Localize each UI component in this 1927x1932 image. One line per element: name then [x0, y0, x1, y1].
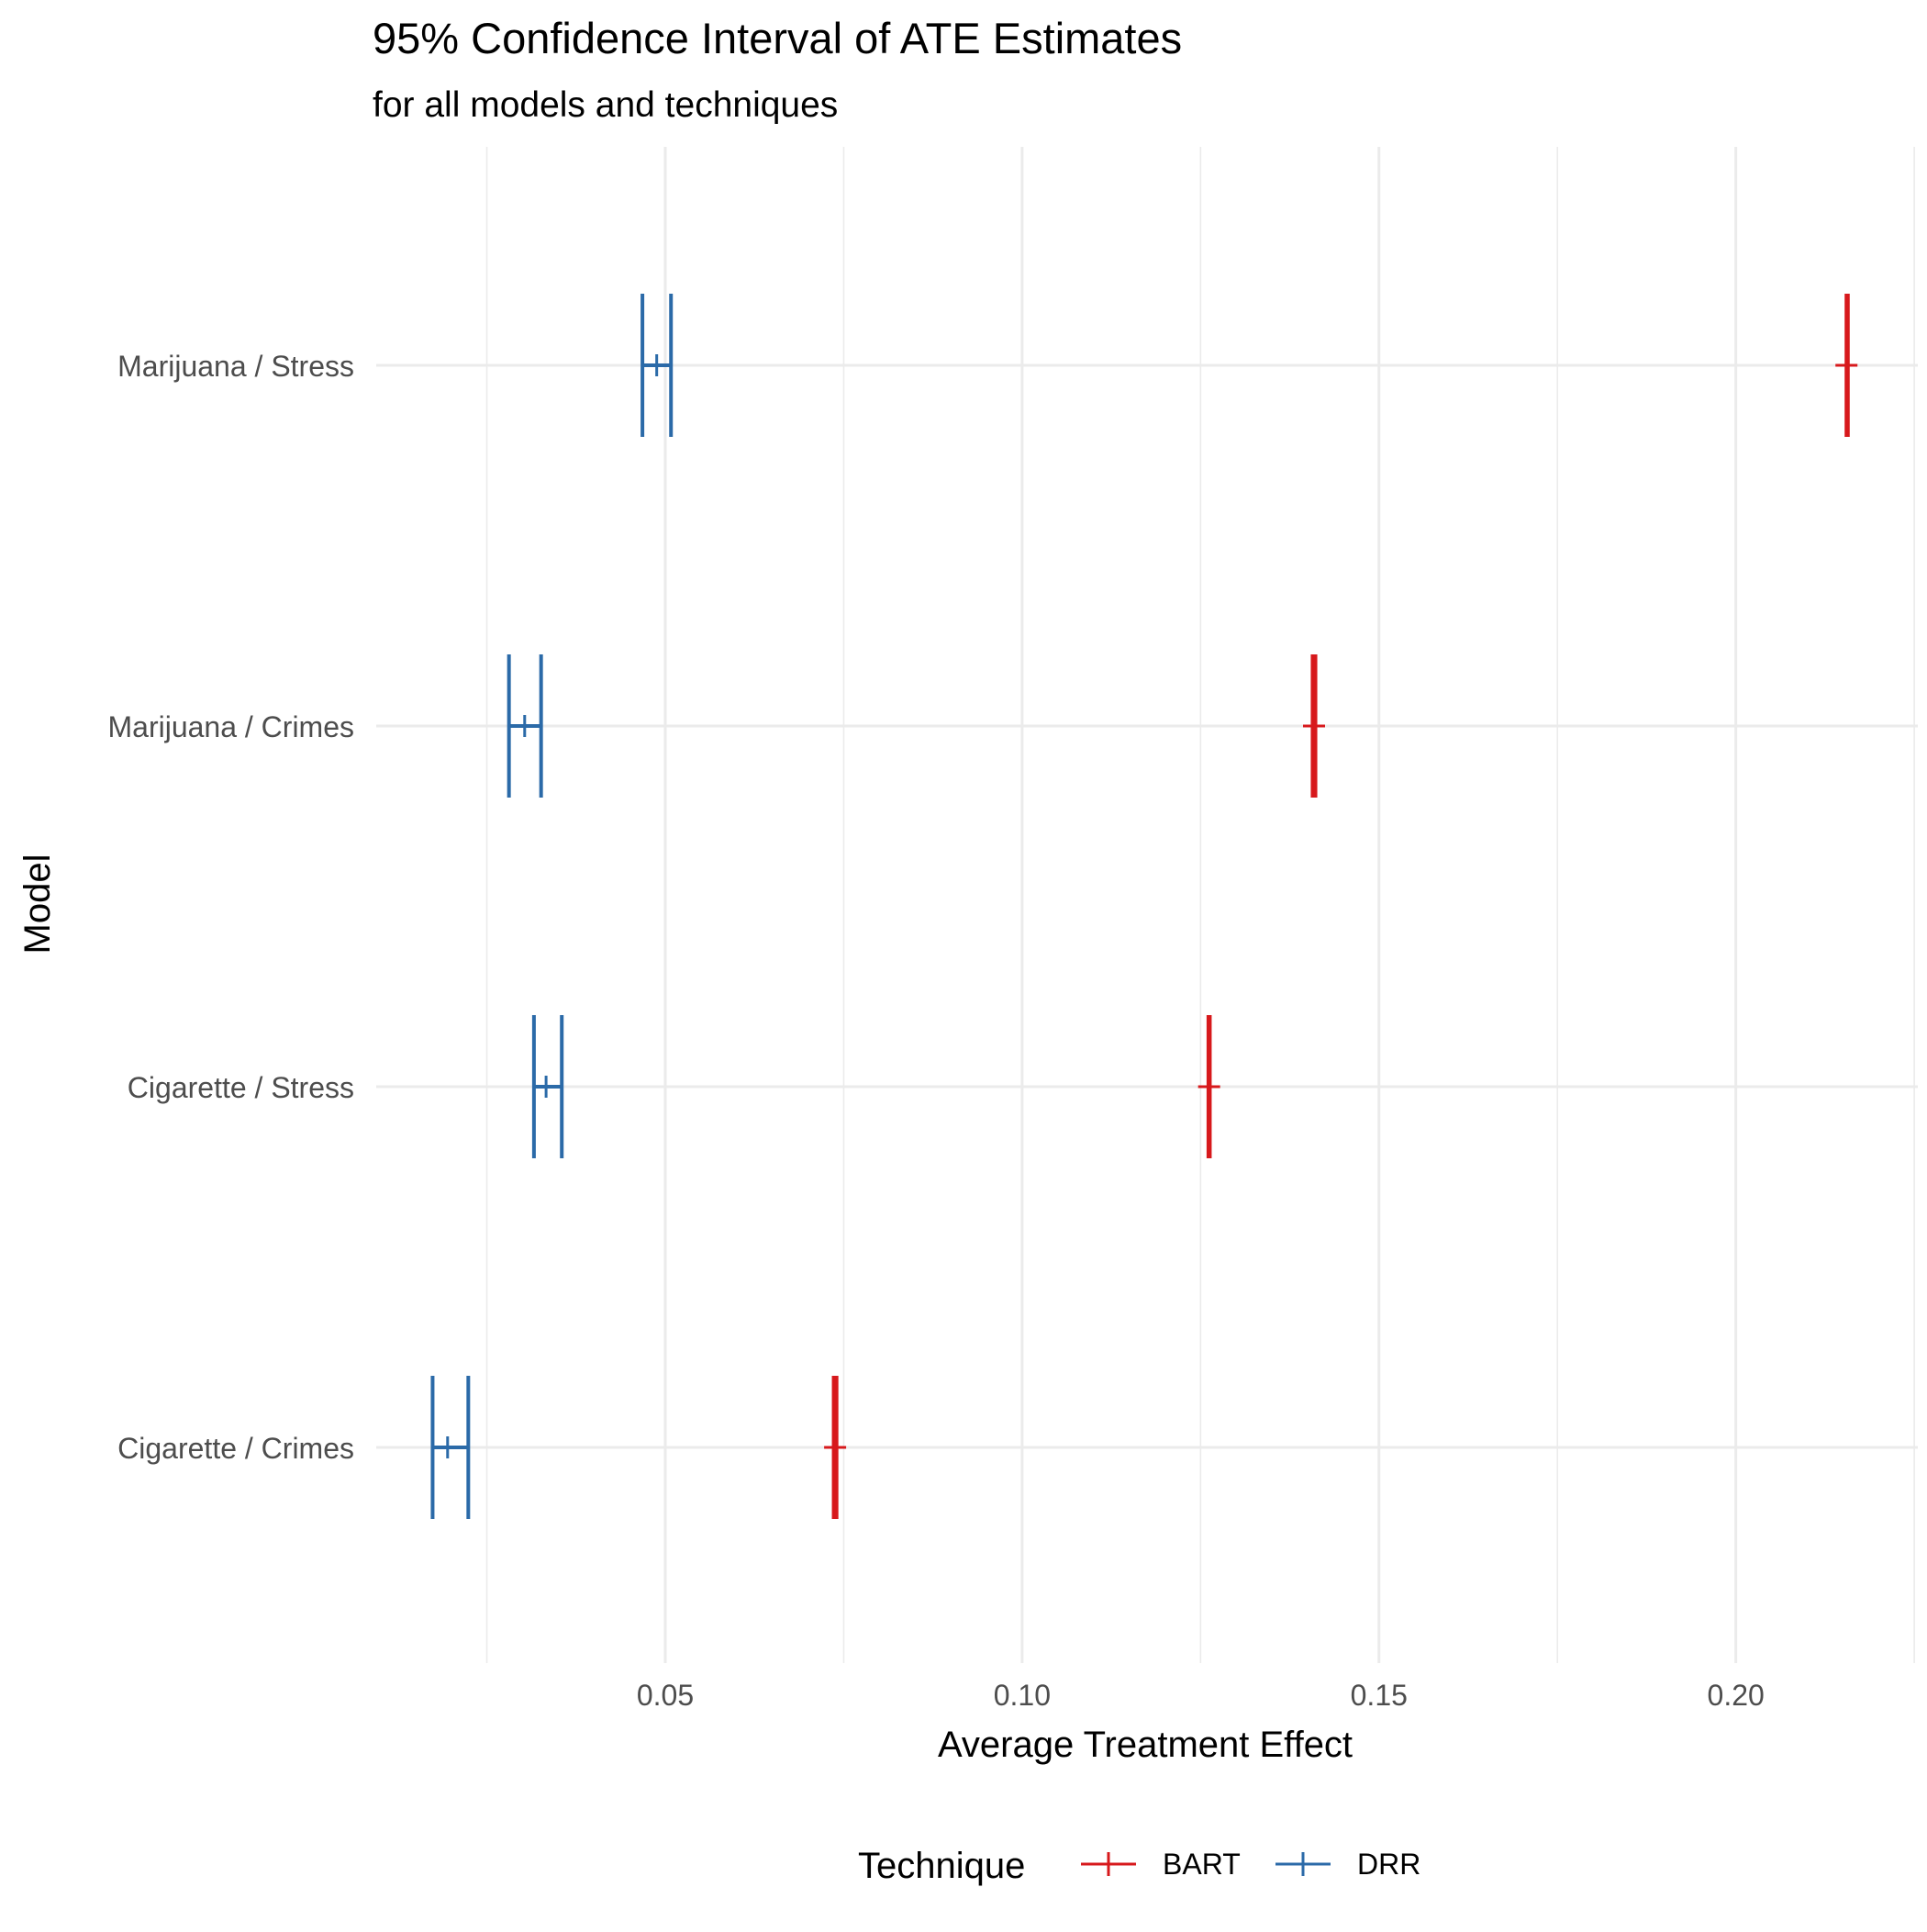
x-tick-label: 0.20 [1708, 1679, 1765, 1712]
x-tick-label: 0.05 [637, 1679, 694, 1712]
legend: Technique BART DRR [858, 1846, 1420, 1886]
legend-entry-bart: BART [1081, 1848, 1241, 1881]
y-tick-label: Cigarette / Crimes [117, 1432, 354, 1465]
legend-label: BART [1163, 1848, 1241, 1881]
chart-subtitle: for all models and techniques [373, 85, 838, 125]
series-bart [824, 294, 1858, 1519]
error-bar-marks [430, 294, 1858, 1519]
y-axis-label: Model [17, 854, 58, 955]
x-tick-label: 0.15 [1351, 1679, 1408, 1712]
legend-label: DRR [1357, 1848, 1420, 1881]
legend-entries: BART DRR [1081, 1848, 1420, 1881]
y-tick-label: Cigarette / Stress [128, 1071, 354, 1104]
legend-entry-drr: DRR [1275, 1848, 1420, 1881]
y-tick-labels: Marijuana / Stress Marijuana / Crimes Ciga… [107, 350, 354, 1465]
chart-title: 95% Confidence Interval of ATE Estimates [373, 14, 1182, 62]
x-tick-label: 0.10 [994, 1679, 1051, 1712]
grid-layer [376, 147, 1918, 1663]
legend-title: Technique [858, 1846, 1025, 1886]
x-axis-label: Average Treatment Effect [938, 1725, 1353, 1765]
x-tick-labels: 0.05 0.10 0.15 0.20 [637, 1679, 1765, 1712]
y-tick-label: Marijuana / Crimes [107, 710, 354, 743]
y-tick-label: Marijuana / Stress [117, 350, 354, 383]
series-drr [430, 294, 674, 1519]
